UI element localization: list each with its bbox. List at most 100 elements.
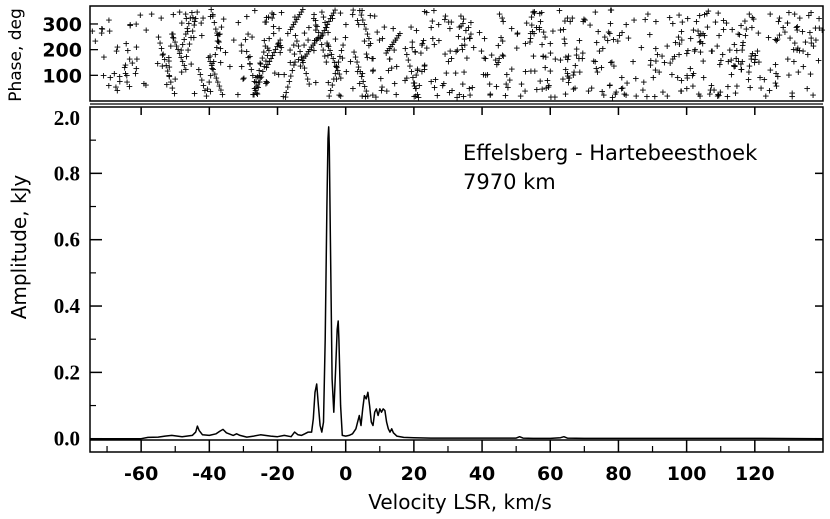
phase-point: + xyxy=(509,63,516,76)
phase-point: + xyxy=(291,59,298,72)
phase-point: + xyxy=(189,6,196,19)
phase-point: + xyxy=(615,35,622,48)
annotation-baseline-length: 7970 km xyxy=(463,170,556,194)
phase-point: + xyxy=(762,90,769,103)
phase-point: + xyxy=(690,67,697,80)
phase-point: + xyxy=(338,44,345,57)
phase-point: + xyxy=(796,12,803,25)
phase-point: + xyxy=(669,52,676,65)
phase-point: + xyxy=(647,58,654,71)
phase-point: + xyxy=(319,5,326,18)
phase-point: + xyxy=(430,32,437,45)
phase-point: + xyxy=(495,39,502,52)
phase-point: + xyxy=(810,88,817,101)
phase-point: + xyxy=(269,6,276,19)
phase-point: + xyxy=(749,11,756,24)
phase-point: + xyxy=(723,17,730,30)
y-tick-label: 0.2 xyxy=(54,360,80,384)
phase-point: + xyxy=(215,28,222,41)
phase-point: + xyxy=(113,44,120,57)
phase-point: + xyxy=(678,74,685,87)
phase-point: + xyxy=(707,84,714,97)
phase-point: + xyxy=(367,9,374,22)
x-tick-label: 0 xyxy=(339,463,352,485)
phase-point: + xyxy=(216,36,223,49)
phase-point: + xyxy=(354,14,361,27)
phase-point: + xyxy=(330,73,337,86)
phase-point: + xyxy=(493,80,500,93)
phase-point: + xyxy=(537,75,544,88)
phase-point: + xyxy=(308,41,315,54)
phase-point: + xyxy=(412,90,419,103)
phase-point: + xyxy=(502,89,509,102)
phase-point: + xyxy=(421,63,428,76)
phase-point: + xyxy=(684,69,691,82)
phase-point: + xyxy=(499,12,506,25)
phase-point: + xyxy=(691,44,698,57)
phase-point: + xyxy=(166,69,173,82)
phase-point: + xyxy=(522,85,529,98)
phase-point: + xyxy=(242,33,249,46)
phase-point: + xyxy=(546,79,553,92)
phase-point: + xyxy=(325,49,332,62)
phase-point: + xyxy=(122,67,129,80)
phase-point: + xyxy=(585,84,592,97)
phase-point: + xyxy=(284,80,291,93)
phase-point: + xyxy=(804,82,811,95)
phase-point: + xyxy=(701,29,708,42)
phase-point: + xyxy=(588,81,595,94)
phase-point: + xyxy=(186,37,193,50)
phase-point: + xyxy=(772,58,779,71)
phase-point: + xyxy=(364,51,371,64)
phase-point: + xyxy=(609,55,616,68)
phase-point: + xyxy=(170,31,177,44)
phase-point: + xyxy=(545,81,552,94)
phase-point: + xyxy=(198,17,205,30)
y-tick-label: 0.6 xyxy=(54,228,80,252)
phase-point: + xyxy=(354,55,361,68)
phase-point: + xyxy=(547,37,554,50)
phase-point: + xyxy=(114,84,121,97)
phase-point: + xyxy=(786,69,793,82)
phase-point: + xyxy=(431,4,438,17)
phase-point: + xyxy=(445,55,452,68)
phase-point: + xyxy=(687,62,694,75)
phase-point: + xyxy=(312,24,319,37)
phase-point: + xyxy=(235,16,242,29)
phase-point: + xyxy=(98,27,105,40)
phase-point: + xyxy=(207,69,214,82)
phase-point: + xyxy=(725,80,732,93)
phase-point: + xyxy=(235,88,242,101)
phase-point: + xyxy=(404,71,411,84)
phase-point: + xyxy=(661,56,668,69)
phase-point: + xyxy=(806,9,813,22)
phase-point: + xyxy=(537,15,544,28)
phase-point: + xyxy=(181,33,188,46)
phase-point: + xyxy=(700,27,707,40)
amplitude-panel: -60 -40 -20 0 20 40 60 80 100 120 0.0 0.2 0.4 0.6 0.8… xyxy=(7,106,824,514)
phase-point: + xyxy=(257,71,264,84)
phase-point: + xyxy=(675,30,682,43)
x-tick-label: 80 xyxy=(605,463,631,485)
phase-point: + xyxy=(262,40,269,53)
phase-point: + xyxy=(269,12,276,25)
phase-point: + xyxy=(687,32,694,45)
phase-point: + xyxy=(592,55,599,68)
phase-point: + xyxy=(534,83,541,96)
phase-point: + xyxy=(159,48,166,61)
phase-point: + xyxy=(132,67,139,80)
phase-point: + xyxy=(296,8,303,21)
phase-point: + xyxy=(330,6,337,19)
phase-point: + xyxy=(419,65,426,78)
phase-point: + xyxy=(739,55,746,68)
phase-point: + xyxy=(203,89,210,102)
phase-point: + xyxy=(689,69,696,82)
phase-point: + xyxy=(186,17,193,30)
phase-point: + xyxy=(246,57,253,70)
phase-point: + xyxy=(251,75,258,88)
phase-point: + xyxy=(249,31,256,44)
phase-point: + xyxy=(338,72,345,85)
phase-point: + xyxy=(413,69,420,82)
phase-point: + xyxy=(447,45,454,58)
phase-point: + xyxy=(498,31,505,44)
